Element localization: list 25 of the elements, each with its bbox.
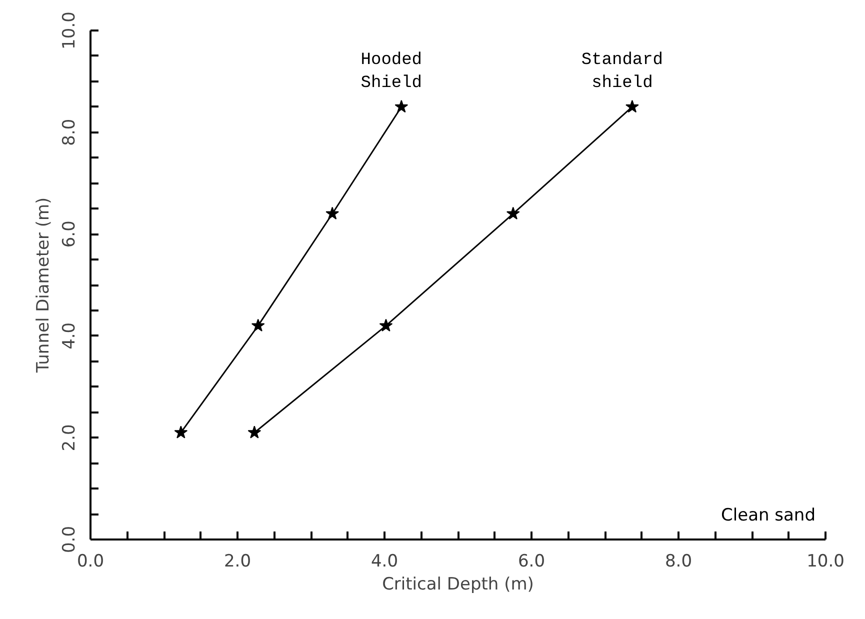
x-tick-label: 6.0	[518, 552, 546, 572]
point	[506, 206, 520, 220]
x-tick-label: 4.0	[370, 552, 398, 572]
point	[394, 100, 408, 113]
point	[326, 206, 339, 220]
y-tick-label: 0.0	[60, 526, 80, 554]
y-tick-label: 8.0	[60, 118, 80, 146]
x-tick-label: 2.0	[224, 552, 252, 572]
x-axis-title: Critical Depth (m)	[382, 574, 534, 594]
point	[251, 318, 265, 332]
y-tick-label: 6.0	[60, 220, 80, 248]
x-tick-label: 10.0	[806, 552, 844, 572]
point	[379, 318, 393, 332]
series-label: Hooded Shield	[360, 51, 422, 93]
series-label: Standard shield	[581, 51, 664, 93]
y-tick-label: 10.0	[60, 12, 80, 50]
point	[248, 426, 262, 438]
y-tick-label: 2.0	[60, 424, 80, 452]
annotation: Clean sand	[721, 506, 816, 526]
y-tick-label: 4.0	[60, 322, 80, 350]
y-axis-title: Tunnel Diameter (m)	[34, 197, 54, 374]
point	[626, 100, 639, 113]
x-tick-label: 8.0	[664, 552, 692, 572]
x-tick-label: 0.0	[76, 552, 104, 572]
point	[174, 426, 188, 438]
